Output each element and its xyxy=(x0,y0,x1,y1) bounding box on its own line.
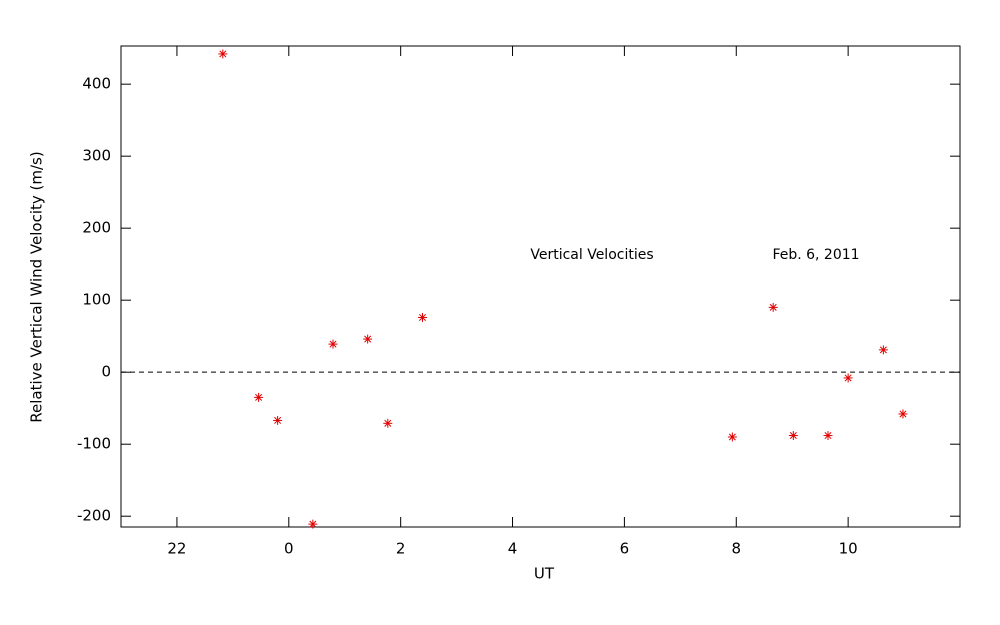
marker xyxy=(843,373,853,383)
y-tick-label: 400 xyxy=(82,75,111,93)
marker-stroke xyxy=(384,419,392,427)
x-axis-label: UT xyxy=(534,565,555,583)
marker-stroke xyxy=(364,335,372,343)
marker-stroke xyxy=(255,393,263,401)
x-tick-label: 22 xyxy=(167,540,186,558)
y-tick-label: -100 xyxy=(77,435,111,453)
y-axis-label: Relative Vertical Wind Velocity (m/s) xyxy=(28,151,46,422)
marker xyxy=(788,431,798,441)
x-tick-label: 6 xyxy=(620,540,630,558)
marker xyxy=(768,302,778,312)
marker xyxy=(417,312,427,322)
x-tick-label: 0 xyxy=(284,540,294,558)
x-tick-label: 2 xyxy=(396,540,406,558)
marker xyxy=(328,339,338,349)
marker xyxy=(727,432,737,442)
marker xyxy=(363,334,373,344)
marker xyxy=(273,415,283,425)
marker xyxy=(308,519,318,529)
marker-stroke xyxy=(879,346,887,354)
x-tick-label: 10 xyxy=(839,540,858,558)
marker-stroke xyxy=(824,432,832,440)
marker xyxy=(218,49,228,59)
marker-stroke xyxy=(728,433,736,441)
marker-stroke xyxy=(329,340,337,348)
marker-stroke xyxy=(769,303,777,311)
y-tick-label: -200 xyxy=(77,507,111,525)
y-tick-label: 100 xyxy=(82,291,111,309)
marker xyxy=(823,431,833,441)
marker-stroke xyxy=(219,50,227,58)
marker xyxy=(878,345,888,355)
marker-stroke xyxy=(309,520,317,528)
marker xyxy=(254,392,264,402)
x-tick-label: 8 xyxy=(731,540,741,558)
marker xyxy=(383,418,393,428)
marker-stroke xyxy=(899,410,907,418)
marker-stroke xyxy=(418,313,426,321)
y-tick-label: 0 xyxy=(101,363,111,381)
annotation: Feb. 6, 2011 xyxy=(772,247,859,263)
marker-stroke xyxy=(789,432,797,440)
x-tick-label: 4 xyxy=(508,540,518,558)
marker-stroke xyxy=(274,416,282,424)
marker xyxy=(898,409,908,419)
annotation: Vertical Velocities xyxy=(530,247,653,263)
y-tick-label: 200 xyxy=(82,219,111,237)
marker-stroke xyxy=(844,374,852,382)
plot-frame xyxy=(120,45,961,528)
y-tick-label: 300 xyxy=(82,147,111,165)
